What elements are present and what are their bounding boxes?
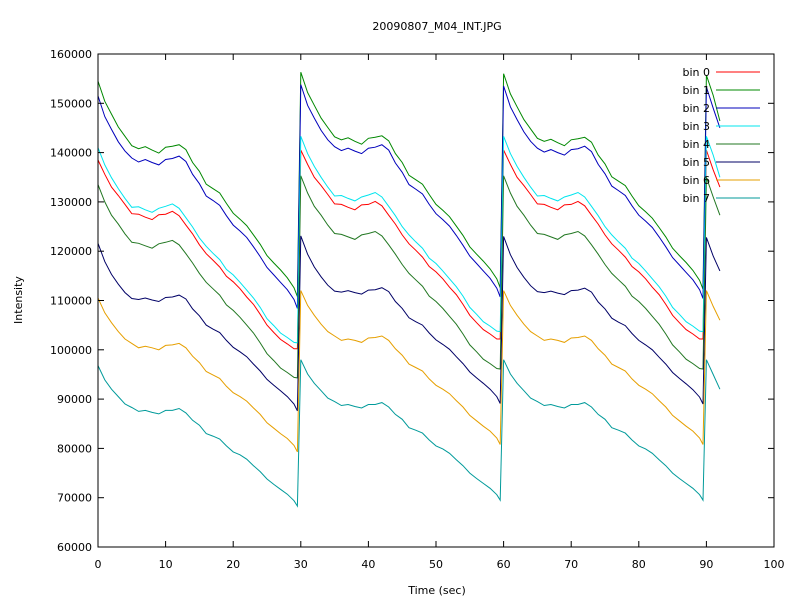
legend-label-bin-3: bin 3 [682, 120, 710, 133]
legend-label-bin-1: bin 1 [682, 84, 710, 97]
x-tick-label: 100 [764, 558, 785, 571]
x-tick-label: 60 [497, 558, 511, 571]
y-tick-label: 120000 [50, 245, 92, 258]
x-tick-label: 20 [226, 558, 240, 571]
series-line-bin-7 [97, 359, 721, 508]
series-line-bin-0 [97, 149, 721, 350]
x-tick-label: 30 [294, 558, 308, 571]
ticks-layer: 0 10 20 30 40 50 60 70 80 90 100 60000 70000 80000 900… [50, 48, 785, 571]
series-line-bin-1 [97, 72, 721, 297]
y-tick-label: 80000 [57, 442, 92, 455]
series-layer [97, 72, 721, 508]
legend-label-bin-4: bin 4 [682, 138, 710, 151]
y-tick-label: 100000 [50, 344, 92, 357]
legend-label-bin-2: bin 2 [682, 102, 710, 115]
y-tick-label: 150000 [50, 97, 92, 110]
y-tick-label: 70000 [57, 492, 92, 505]
legend-label-bin-6: bin 6 [682, 174, 710, 187]
legend-label-bin-5: bin 5 [682, 156, 710, 169]
y-tick-label: 60000 [57, 541, 92, 554]
legend-label-bin-7: bin 7 [682, 192, 710, 205]
series-line-bin-3 [97, 136, 721, 344]
series-line-bin-2 [97, 84, 721, 309]
legend-label-bin-0: bin 0 [682, 66, 710, 79]
y-tick-label: 160000 [50, 48, 92, 61]
x-tick-label: 0 [95, 558, 102, 571]
y-tick-label: 140000 [50, 147, 92, 160]
x-tick-label: 90 [699, 558, 713, 571]
x-tick-label: 50 [429, 558, 443, 571]
legend: bin 0 bin 1 bin 2 bin 3 bin 4 bin 5 bin 6 bin 7 [682, 66, 760, 205]
x-tick-label: 40 [361, 558, 375, 571]
y-tick-label: 110000 [50, 295, 92, 308]
y-axis-label: Intensity [12, 276, 25, 324]
chart-title: 20090807_M04_INT.JPG [372, 20, 501, 33]
x-tick-label: 70 [564, 558, 578, 571]
x-tick-label: 10 [159, 558, 173, 571]
y-tick-label: 130000 [50, 196, 92, 209]
x-tick-label: 80 [632, 558, 646, 571]
series-line-bin-6 [97, 290, 721, 453]
series-line-bin-4 [97, 175, 721, 379]
y-tick-label: 90000 [57, 393, 92, 406]
series-line-bin-5 [97, 235, 721, 412]
x-axis-label: Time (sec) [407, 584, 466, 597]
